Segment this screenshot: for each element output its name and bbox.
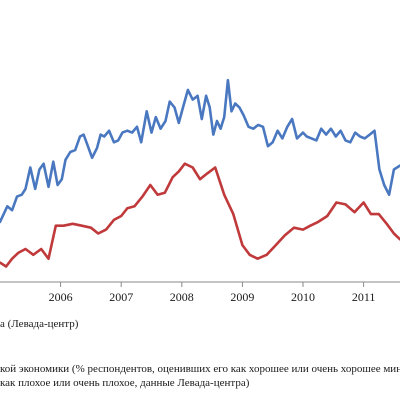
figure-caption-line-1: кой экономики (% респондентов, оценивших… — [0, 363, 400, 375]
legend-text: а (Левада-центр) — [0, 318, 79, 330]
x-tick-label-2011: 2011 — [352, 290, 376, 304]
line-chart: 2006 2007 2008 2009 2010 2011 — [0, 78, 400, 304]
x-tick-label-2007: 2007 — [109, 290, 133, 304]
figure-caption-line-2: как плохое или очень плохое, данные Лева… — [0, 377, 250, 389]
x-tick-label-2008: 2008 — [170, 290, 194, 304]
x-tick-label-2010: 2010 — [291, 290, 315, 304]
series-layer — [0, 78, 400, 268]
x-tick-label-2009: 2009 — [230, 290, 254, 304]
series-line-1 — [0, 78, 400, 224]
x-axis-ticks: 2006 2007 2008 2009 2010 2011 — [49, 282, 376, 304]
series-line-2 — [0, 162, 400, 268]
x-tick-label-2006: 2006 — [49, 290, 73, 304]
